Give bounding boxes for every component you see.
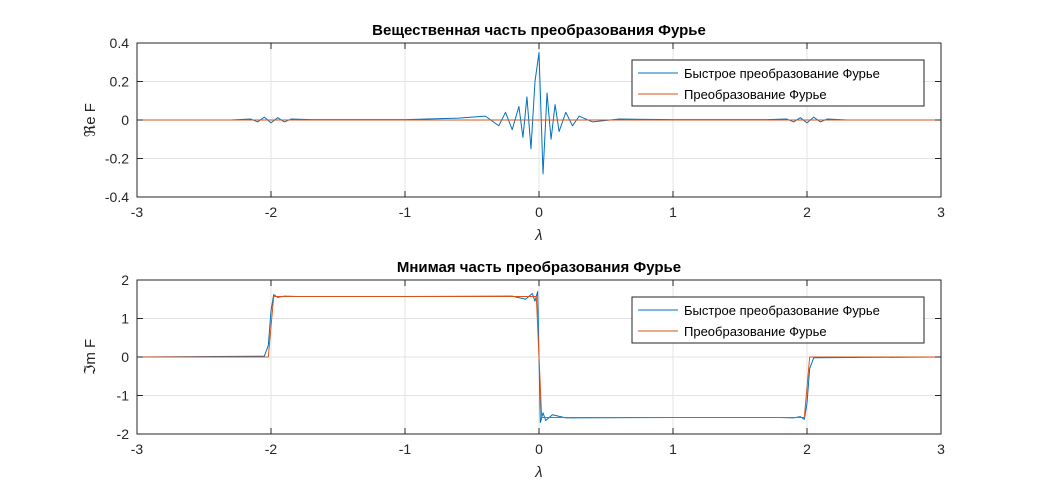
x-tick-label: 3 [937, 441, 945, 457]
y-tick-label: -0.2 [105, 151, 129, 167]
x-axis-label: λ [534, 227, 542, 244]
chart-title: Мнимая часть преобразования Фурье [397, 259, 681, 276]
y-tick-label: 2 [121, 272, 129, 288]
series-line-fft [137, 52, 941, 175]
x-tick-label: 2 [803, 204, 811, 220]
x-tick-label: -1 [399, 204, 412, 220]
chart-title: Вещественная часть преобразования Фурье [372, 22, 706, 39]
y-axis-label: ℜe F [82, 103, 99, 137]
series-line-ft [137, 296, 941, 418]
y-tick-label: 0.4 [110, 35, 130, 51]
legend-label-fft: Быстрое преобразование Фурье [684, 66, 880, 81]
legend-label-ft: Преобразование Фурье [684, 87, 827, 102]
x-axis-label: λ [534, 464, 542, 481]
x-tick-label: -1 [399, 441, 412, 457]
legend: Быстрое преобразование Фурье Преобразован… [631, 59, 925, 107]
legend-label-ft: Преобразование Фурье [684, 324, 827, 339]
x-tick-label: -3 [131, 441, 144, 457]
x-tick-label: 3 [937, 204, 945, 220]
x-tick-label: 0 [535, 204, 543, 220]
x-tick-label: 0 [535, 441, 543, 457]
y-tick-label: -1 [117, 388, 130, 404]
y-tick-label: 0 [121, 112, 129, 128]
legend-box [631, 59, 925, 107]
x-tick-label: 1 [669, 204, 677, 220]
legend-box [631, 296, 925, 344]
y-tick-label: 1 [121, 311, 129, 327]
x-tick-label: 1 [669, 441, 677, 457]
chart-panel-1: -3 -2 -1 0 1 2 3 0.4 0.2 0 -0.2 -0.4 Вещественная ча… [82, 22, 945, 244]
x-tick-label: 2 [803, 441, 811, 457]
y-tick-label: 0 [121, 349, 129, 365]
x-tick-label: -2 [265, 441, 278, 457]
y-tick-label: 0.2 [110, 74, 130, 90]
y-axis-label: ℑm F [82, 339, 99, 375]
legend-label-fft: Быстрое преобразование Фурье [684, 303, 880, 318]
x-tick-label: -3 [131, 204, 144, 220]
legend: Быстрое преобразование Фурье Преобразован… [631, 296, 925, 344]
x-tick-label: -2 [265, 204, 278, 220]
y-tick-label: -2 [117, 426, 130, 442]
y-tick-label: -0.4 [105, 189, 129, 205]
